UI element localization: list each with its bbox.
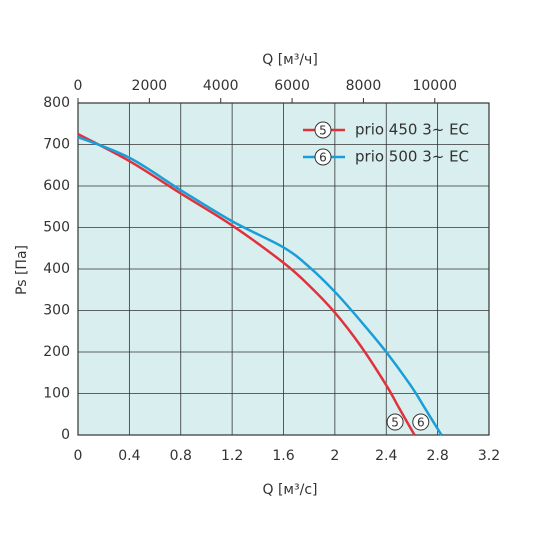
legend-label: prio 450 3~ EC [355, 121, 469, 139]
x2-tick-label: 10000 [412, 78, 457, 94]
line [77, 135, 443, 436]
x-tick-label: 2.4 [375, 448, 397, 464]
y-axis-title: Ps [Па] [14, 245, 30, 295]
y-tick-label: 700 [43, 137, 70, 153]
curve-marker [412, 413, 430, 431]
x2-tick-label: 8000 [346, 78, 382, 94]
x-tick-label: 2 [330, 448, 339, 464]
y-tick-label: 500 [43, 220, 70, 236]
y-tick-label: 800 [43, 95, 70, 111]
curve-marker-label: 6 [417, 416, 425, 430]
x-tick-label: 0 [74, 448, 83, 464]
legend-marker-label: 6 [319, 151, 327, 165]
curve-marker [386, 413, 404, 431]
y-tick-label: 300 [43, 303, 70, 319]
x2-axis-title: Q [м³/ч] [262, 52, 318, 68]
y-tick-label: 100 [43, 386, 70, 402]
x2-tick-label: 0 [74, 78, 83, 94]
x-tick-label: 0.8 [170, 448, 192, 464]
y-tick-label: 200 [43, 344, 70, 360]
x-tick-label: 3.2 [478, 448, 500, 464]
line [77, 133, 416, 436]
legend-marker [314, 121, 332, 139]
x-tick-label: 2.8 [426, 448, 448, 464]
x2-tick-label: 2000 [132, 78, 168, 94]
legend-label: prio 500 3~ EC [355, 148, 469, 166]
x-axis-title: Q [м³/с] [263, 482, 318, 498]
x2-tick-label: 4000 [203, 78, 239, 94]
x-tick-label: 0.4 [118, 448, 140, 464]
x-tick-label: 1.6 [272, 448, 294, 464]
x2-tick-label: 6000 [274, 78, 310, 94]
y-tick-label: 400 [43, 261, 70, 277]
x-tick-label: 1.2 [221, 448, 243, 464]
y-tick-label: 600 [43, 178, 70, 194]
plot-frame [77, 102, 490, 436]
y-tick-label: 0 [61, 427, 70, 443]
legend-marker-label: 5 [319, 124, 327, 138]
curve-marker-label: 5 [391, 416, 399, 430]
legend-marker [314, 148, 332, 166]
